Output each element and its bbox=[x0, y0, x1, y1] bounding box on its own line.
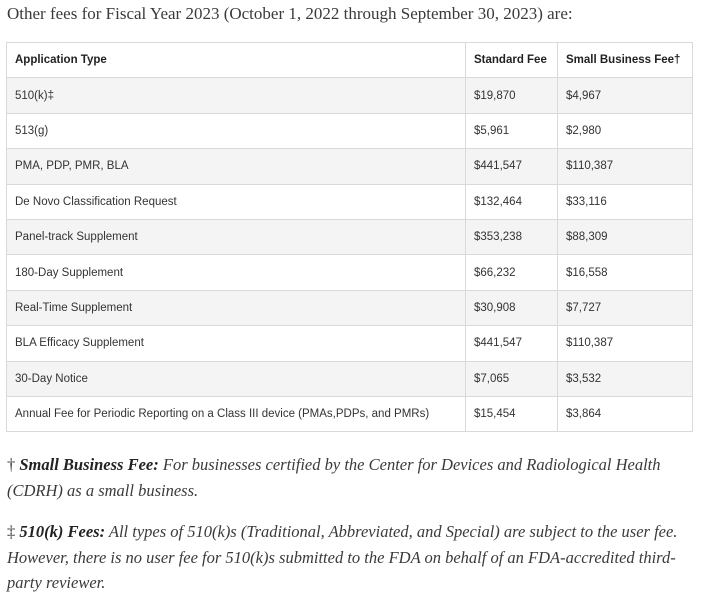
application-type-cell: De Novo Classification Request bbox=[6, 183, 466, 220]
table-row: Panel-track Supplement $353,238 $88,309 bbox=[6, 218, 693, 256]
small-business-fee-cell: $3,532 bbox=[557, 360, 693, 397]
small-business-fee-cell: $88,309 bbox=[557, 218, 693, 256]
small-business-fee-cell: $4,967 bbox=[557, 77, 693, 114]
application-type-cell: 513(g) bbox=[6, 112, 466, 150]
fees-table: Application Type Standard Fee Small Busi… bbox=[6, 41, 693, 433]
column-header-application-type: Application Type bbox=[6, 41, 466, 79]
small-business-fee-cell: $16,558 bbox=[557, 254, 693, 291]
application-type-cell: 30-Day Notice bbox=[6, 360, 466, 397]
application-type-cell: Real-Time Supplement bbox=[6, 289, 466, 327]
table-row: 510(k)‡ $19,870 $4,967 bbox=[6, 77, 693, 114]
small-business-fee-cell: $110,387 bbox=[557, 148, 693, 185]
intro-text: Other fees for Fiscal Year 2023 (October… bbox=[7, 4, 573, 23]
footnote-text: For businesses certified by the Center f… bbox=[7, 455, 661, 500]
standard-fee-cell: $441,547 bbox=[465, 325, 558, 362]
footnote-small-business-fee: † Small Business Fee: For businesses cer… bbox=[7, 452, 707, 503]
footnote-510k-fees: ‡ 510(k) Fees: All types of 510(k)s (Tra… bbox=[7, 519, 707, 596]
standard-fee-cell: $30,908 bbox=[465, 289, 558, 327]
footnote-text: All types of 510(k)s (Traditional, Abbre… bbox=[7, 522, 678, 592]
column-header-standard-fee: Standard Fee bbox=[465, 41, 558, 79]
table-row: Real-Time Supplement $30,908 $7,727 bbox=[6, 289, 693, 327]
table-row: PMA, PDP, PMR, BLA $441,547 $110,387 bbox=[6, 148, 693, 185]
application-type-cell: Annual Fee for Periodic Reporting on a C… bbox=[6, 395, 466, 433]
standard-fee-cell: $66,232 bbox=[465, 254, 558, 291]
small-business-fee-cell: $110,387 bbox=[557, 325, 693, 362]
footnote-title: Small Business Fee: bbox=[19, 455, 159, 474]
small-business-fee-cell: $2,980 bbox=[557, 112, 693, 150]
table-row: 180-Day Supplement $66,232 $16,558 bbox=[6, 254, 693, 291]
table-row: Annual Fee for Periodic Reporting on a C… bbox=[6, 395, 693, 433]
standard-fee-cell: $5,961 bbox=[465, 112, 558, 150]
application-type-cell: BLA Efficacy Supplement bbox=[6, 325, 466, 362]
standard-fee-cell: $441,547 bbox=[465, 148, 558, 185]
footnote-title: 510(k) Fees: bbox=[19, 522, 106, 541]
table-row: 30-Day Notice $7,065 $3,532 bbox=[6, 360, 693, 397]
dagger-symbol: † bbox=[7, 455, 16, 474]
application-type-cell: PMA, PDP, PMR, BLA bbox=[6, 148, 466, 185]
standard-fee-cell: $7,065 bbox=[465, 360, 558, 397]
small-business-fee-cell: $33,116 bbox=[557, 183, 693, 220]
standard-fee-cell: $132,464 bbox=[465, 183, 558, 220]
standard-fee-cell: $15,454 bbox=[465, 395, 558, 433]
table-row: 513(g) $5,961 $2,980 bbox=[6, 112, 693, 150]
column-header-small-business-fee: Small Business Fee† bbox=[557, 41, 693, 79]
table-row: De Novo Classification Request $132,464 … bbox=[6, 183, 693, 220]
application-type-cell: 180-Day Supplement bbox=[6, 254, 466, 291]
standard-fee-cell: $19,870 bbox=[465, 77, 558, 114]
application-type-cell: 510(k)‡ bbox=[6, 77, 466, 114]
table-row: BLA Efficacy Supplement $441,547 $110,38… bbox=[6, 325, 693, 362]
small-business-fee-cell: $7,727 bbox=[557, 289, 693, 327]
double-dagger-symbol: ‡ bbox=[7, 522, 16, 541]
table-header-row: Application Type Standard Fee Small Busi… bbox=[6, 41, 693, 79]
small-business-fee-cell: $3,864 bbox=[557, 395, 693, 433]
application-type-cell: Panel-track Supplement bbox=[6, 218, 466, 256]
standard-fee-cell: $353,238 bbox=[465, 218, 558, 256]
